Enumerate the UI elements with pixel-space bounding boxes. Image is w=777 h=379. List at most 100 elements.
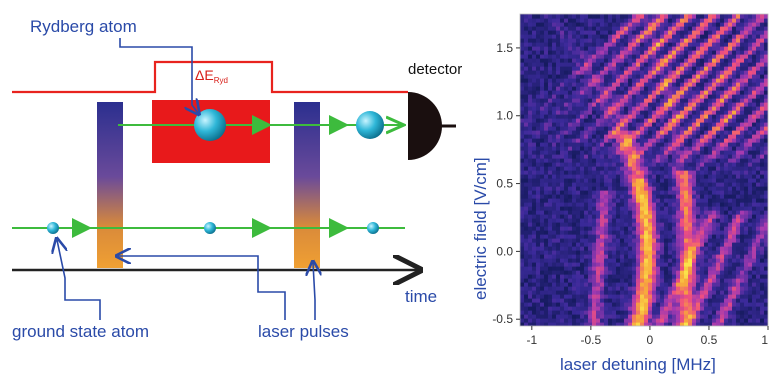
heatmap-cell <box>600 22 605 27</box>
heatmap-cell <box>652 34 657 39</box>
heatmap-cell <box>736 246 741 251</box>
heatmap-cell <box>620 26 625 31</box>
heatmap-cell <box>704 246 709 251</box>
heatmap-cell <box>684 22 689 27</box>
heatmap-cell <box>588 302 593 307</box>
heatmap-cell <box>660 266 665 271</box>
heatmap-cell <box>664 174 669 179</box>
heatmap-cell <box>556 94 561 99</box>
heatmap-cell <box>724 178 729 183</box>
heatmap-cell <box>644 166 649 171</box>
heatmap-cell <box>604 46 609 51</box>
heatmap-cell <box>692 254 697 259</box>
heatmap-cell <box>564 42 569 47</box>
heatmap-cell <box>680 302 685 307</box>
heatmap-cell <box>584 210 589 215</box>
heatmap-cell <box>760 138 765 143</box>
heatmap-cell <box>520 26 525 31</box>
heatmap-cell <box>556 238 561 243</box>
heatmap-cell <box>600 74 605 79</box>
heatmap-cell <box>560 290 565 295</box>
heatmap-cell <box>668 114 673 119</box>
heatmap-cell <box>540 322 545 326</box>
heatmap-cell <box>684 226 689 231</box>
heatmap-cell <box>688 58 693 63</box>
heatmap-cell <box>576 22 581 27</box>
heatmap-cell <box>668 214 673 219</box>
heatmap-cell <box>556 154 561 159</box>
heatmap-cell <box>688 54 693 59</box>
heatmap-cell <box>532 266 537 271</box>
heatmap-cell <box>728 46 733 51</box>
heatmap-cell <box>572 154 577 159</box>
heatmap-cell <box>708 42 713 47</box>
heatmap-cell <box>688 278 693 283</box>
heatmap-cell <box>564 274 569 279</box>
heatmap-cell <box>568 290 573 295</box>
heatmap-cell <box>728 154 733 159</box>
heatmap-cell <box>608 34 613 39</box>
heatmap-cell <box>728 38 733 43</box>
heatmap-cell <box>660 22 665 27</box>
heatmap-cell <box>748 222 753 227</box>
heatmap-cell <box>628 14 633 19</box>
heatmap-cell <box>736 130 741 135</box>
heatmap-cell <box>624 58 629 63</box>
heatmap-cell <box>564 178 569 183</box>
heatmap-cell <box>668 206 673 211</box>
heatmap-cell <box>536 70 541 75</box>
heatmap-cell <box>724 38 729 43</box>
heatmap-cell <box>624 46 629 51</box>
heatmap-cell <box>736 54 741 59</box>
heatmap-cell <box>684 214 689 219</box>
heatmap-cell <box>748 38 753 43</box>
heatmap-cell <box>764 110 768 115</box>
heatmap-cell <box>704 166 709 171</box>
heatmap-cell <box>592 74 597 79</box>
heatmap-cell <box>540 90 545 95</box>
heatmap-cell <box>732 166 737 171</box>
heatmap-cell <box>608 62 613 67</box>
heatmap-cell <box>604 318 609 323</box>
heatmap-cell <box>696 238 701 243</box>
heatmap-cell <box>580 206 585 211</box>
heatmap-cell <box>636 258 641 263</box>
heatmap-cell <box>628 58 633 63</box>
heatmap-cell <box>744 274 749 279</box>
heatmap-cell <box>536 286 541 291</box>
heatmap-cell <box>704 318 709 323</box>
heatmap-cell <box>652 118 657 123</box>
heatmap-cell <box>584 58 589 63</box>
heatmap-cell <box>648 234 653 239</box>
heatmap-cell <box>660 46 665 51</box>
heatmap-cell <box>628 30 633 35</box>
heatmap-cell <box>752 230 757 235</box>
heatmap-cell <box>736 302 741 307</box>
heatmap-cell <box>652 254 657 259</box>
heatmap-cell <box>684 254 689 259</box>
heatmap-cell <box>692 266 697 271</box>
heatmap-cell <box>720 146 725 151</box>
heatmap-cell <box>584 18 589 23</box>
heatmap-cell <box>648 178 653 183</box>
heatmap-cell <box>520 234 525 239</box>
heatmap-cell <box>560 182 565 187</box>
heatmap-cell <box>608 302 613 307</box>
heatmap-cell <box>616 86 621 91</box>
heatmap-cell <box>692 42 697 47</box>
heatmap-cell <box>600 166 605 171</box>
heatmap-cell <box>636 82 641 87</box>
heatmap-cell <box>564 86 569 91</box>
heatmap-cell <box>576 114 581 119</box>
heatmap-cell <box>700 38 705 43</box>
heatmap-cell <box>624 66 629 71</box>
heatmap-cell <box>588 290 593 295</box>
heatmap-cell <box>664 242 669 247</box>
heatmap-cell <box>756 210 761 215</box>
heatmap-cell <box>692 182 697 187</box>
heatmap-cell <box>752 138 757 143</box>
heatmap-cell <box>520 322 525 326</box>
heatmap-cell <box>628 82 633 87</box>
heatmap-cell <box>672 278 677 283</box>
heatmap-cell <box>660 134 665 139</box>
